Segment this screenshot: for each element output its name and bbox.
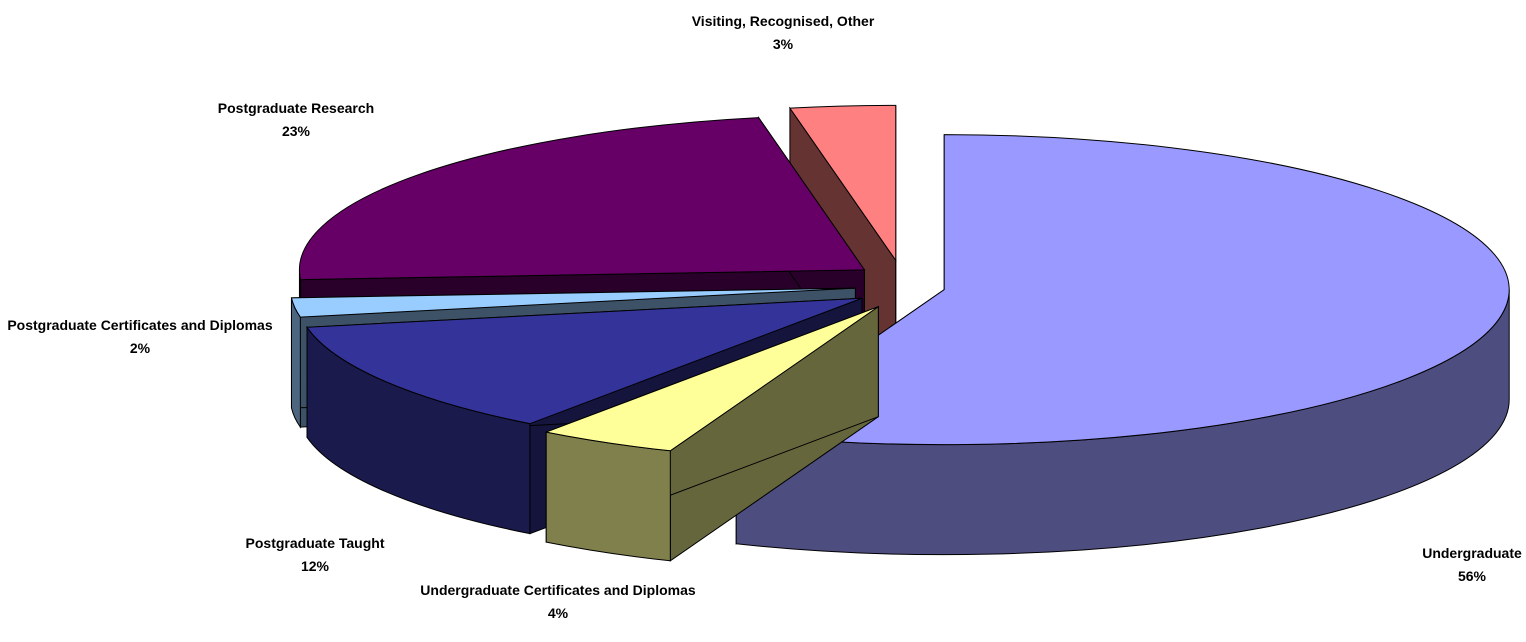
slice-top: [298, 117, 866, 281]
slice-top: [734, 134, 1510, 446]
slice-label: Visiting, Recognised, Other 3%: [653, 10, 913, 56]
slice-label: Postgraduate Certificates and Diplomas 2%: [3, 314, 278, 360]
slice-category-label: Undergraduate Certificates and Diplomas: [420, 582, 696, 598]
slice-category-label: Undergraduate: [1422, 545, 1522, 561]
slice-top: [290, 287, 856, 318]
slice-label: Postgraduate Taught 12%: [215, 532, 415, 578]
slice-top: [788, 104, 897, 262]
slice-outer-wall: [290, 297, 301, 429]
slice-category-label: Postgraduate Taught: [245, 535, 385, 551]
slice-value-label: 23%: [281, 123, 311, 139]
slice-category-label: Postgraduate Certificates and Diplomas: [7, 317, 273, 333]
slice-value-label: 4%: [547, 605, 569, 621]
slice-outer-wall: [545, 431, 671, 562]
slice-value-label: 56%: [1457, 568, 1487, 584]
slice-top: [544, 306, 879, 452]
slice-top: [306, 297, 863, 425]
slice: [544, 305, 879, 562]
slice-label: Undergraduate Certificates and Diplomas 4…: [413, 579, 703, 625]
slice-value-label: 2%: [129, 340, 151, 356]
slice-category-label: Visiting, Recognised, Other: [691, 13, 875, 29]
slice-label: Undergraduate 56%: [1372, 542, 1526, 588]
slice-label: Postgraduate Research 23%: [166, 97, 426, 143]
slice-value-label: 12%: [300, 558, 330, 574]
slice-value-label: 3%: [772, 36, 794, 52]
slice-category-label: Postgraduate Research: [217, 100, 375, 116]
